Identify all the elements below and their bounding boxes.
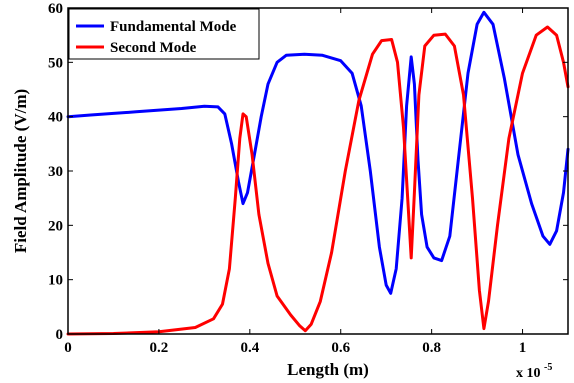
series-layer — [66, 10, 570, 336]
x-axis-multiplier: x 10 -5 — [516, 362, 552, 381]
y-tick-label: 60 — [48, 1, 63, 17]
y-axis-ticks: 0 10 20 30 40 50 60 — [48, 1, 568, 343]
x-axis-multiplier-base: x 10 — [516, 366, 541, 381]
x-tick-label: 0.2 — [150, 340, 169, 356]
y-tick-label: 50 — [48, 55, 63, 71]
y-tick-label: 20 — [48, 218, 63, 234]
legend-box — [68, 8, 260, 60]
x-axis-label: Length (m) — [287, 360, 369, 379]
series-line-second-mode — [66, 25, 570, 336]
x-axis-ticks: 0 0.2 0.4 0.6 0.8 1 — [64, 8, 526, 356]
y-tick-label: 30 — [48, 164, 63, 180]
x-tick-label: 0.6 — [331, 340, 350, 356]
x-tick-label: 0 — [64, 340, 72, 356]
legend: Fundamental Mode Second Mode — [68, 8, 260, 60]
y-tick-label: 40 — [48, 110, 63, 126]
x-tick-label: 1 — [519, 340, 527, 356]
series-line-fundamental-mode — [66, 10, 570, 295]
y-axis-label: Field Amplitude (V/m) — [11, 89, 30, 253]
y-tick-label: 0 — [56, 327, 64, 343]
legend-label-second-mode: Second Mode — [110, 40, 197, 56]
x-tick-label: 0.8 — [422, 340, 441, 356]
legend-label-fundamental-mode: Fundamental Mode — [110, 19, 237, 35]
x-axis-multiplier-exponent: -5 — [544, 362, 552, 373]
x-tick-label: 0.4 — [240, 340, 259, 356]
y-tick-label: 10 — [48, 273, 63, 289]
